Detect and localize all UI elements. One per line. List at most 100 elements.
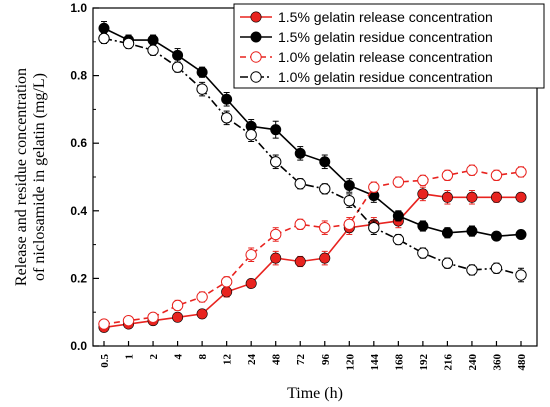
- data-point: [441, 257, 454, 269]
- x-tick-label: 12: [222, 354, 234, 366]
- data-point: [196, 308, 208, 320]
- x-tick-label: 2: [148, 354, 160, 360]
- x-tick-label: 144: [369, 354, 381, 371]
- data-point: [294, 147, 306, 159]
- data-point: [220, 276, 233, 288]
- data-point: [417, 174, 429, 187]
- data-point: [441, 227, 453, 239]
- data-point: [122, 37, 135, 50]
- data-point: [147, 44, 159, 56]
- x-tick-label: 192: [418, 354, 430, 371]
- data-point: [515, 191, 527, 203]
- data-point: [221, 286, 233, 298]
- x-tick-label: 4: [173, 354, 185, 360]
- data-point: [417, 188, 429, 200]
- x-tick-label: 168: [393, 354, 405, 371]
- y-tick-label: 0.2: [70, 271, 87, 285]
- data-point: [441, 169, 454, 182]
- data-point: [490, 262, 503, 274]
- data-point: [392, 233, 405, 246]
- data-point: [294, 178, 306, 190]
- data-point: [319, 183, 331, 195]
- y-tick-label: 0.6: [70, 136, 87, 150]
- data-point: [221, 93, 233, 105]
- data-point: [490, 230, 502, 242]
- y-tick-label: 0.8: [70, 69, 87, 83]
- x-tick-label: 120: [344, 354, 356, 371]
- x-tick-label: 72: [295, 354, 307, 366]
- series-3: [98, 164, 527, 330]
- data-point: [294, 255, 306, 267]
- y-axis-title-line1: Release and residue concentration: [13, 68, 30, 286]
- series-1: [98, 186, 527, 333]
- x-tick-label: 8: [197, 354, 209, 360]
- x-tick-label: 480: [516, 354, 528, 371]
- x-tick-label: 216: [442, 354, 454, 371]
- legend-item: 1.0% gelatin residue concentration: [240, 69, 493, 85]
- data-point: [368, 181, 380, 193]
- legend-marker: [250, 11, 262, 23]
- y-tick-label: 0.0: [70, 339, 87, 353]
- series-line: [103, 169, 522, 325]
- y-tick-label: 1.0: [70, 1, 87, 15]
- series-4: [98, 32, 527, 283]
- x-tick-label: 48: [271, 354, 283, 366]
- data-point: [490, 169, 503, 182]
- data-point: [368, 222, 380, 234]
- data-point: [220, 112, 233, 124]
- data-point: [343, 194, 355, 207]
- data-point: [319, 156, 331, 168]
- x-tick-label: 1: [124, 354, 136, 360]
- legend-marker: [250, 51, 262, 63]
- data-point: [466, 164, 478, 176]
- data-point: [122, 314, 135, 327]
- data-point: [270, 252, 282, 264]
- x-axis-ticks: 0.5 1 2 4 8 12 24 48 72 96 120 144 168 192 216 240 360 48…: [99, 341, 528, 371]
- y-tick-label: 0.4: [70, 204, 87, 218]
- legend: 1.5% gelatin release concentration 1.5% g…: [233, 3, 545, 89]
- series-line: [103, 193, 521, 329]
- data-point: [270, 156, 282, 168]
- data-point: [515, 269, 527, 281]
- x-tick-label: 360: [491, 354, 503, 371]
- data-point: [294, 218, 306, 231]
- series-layer: [98, 21, 527, 333]
- data-point: [319, 222, 331, 234]
- data-point: [270, 228, 282, 241]
- x-tick-label: 96: [320, 354, 332, 366]
- legend-label: 1.5% gelatin residue concentration: [278, 29, 493, 45]
- x-tick-label: 240: [467, 354, 479, 371]
- data-point: [515, 228, 527, 240]
- data-point: [172, 49, 184, 61]
- x-tick-label: 0.5: [99, 354, 111, 368]
- data-point: [147, 311, 159, 323]
- y-axis-ticks: 0.0 0.2 0.4 0.6 0.8 1.0: [70, 1, 99, 353]
- legend-label: 1.5% gelatin release concentration: [278, 9, 493, 25]
- legend-box: [233, 3, 545, 89]
- data-point: [196, 83, 208, 95]
- x-axis-title: Time (h): [287, 385, 343, 402]
- data-point: [392, 176, 405, 188]
- data-point: [245, 129, 257, 141]
- data-point: [417, 247, 429, 259]
- data-point: [515, 166, 527, 178]
- x-tick-label: 24: [246, 354, 258, 366]
- legend-label: 1.0% gelatin release concentration: [278, 49, 493, 65]
- data-point: [196, 291, 208, 303]
- data-point: [171, 61, 184, 73]
- data-point: [319, 252, 331, 264]
- data-point: [343, 179, 355, 191]
- legend-marker: [250, 31, 262, 43]
- data-point: [98, 22, 110, 34]
- data-point: [466, 264, 478, 276]
- data-point: [441, 191, 453, 203]
- y-axis-title-line2: of niclosamide in gelatin (mg/L): [31, 73, 48, 281]
- legend-item: 1.0% gelatin release concentration: [240, 49, 493, 65]
- data-point: [270, 124, 282, 136]
- data-point: [343, 218, 355, 231]
- data-point: [466, 191, 478, 203]
- legend-marker: [250, 71, 262, 83]
- data-point: [172, 311, 184, 323]
- data-point: [147, 34, 159, 46]
